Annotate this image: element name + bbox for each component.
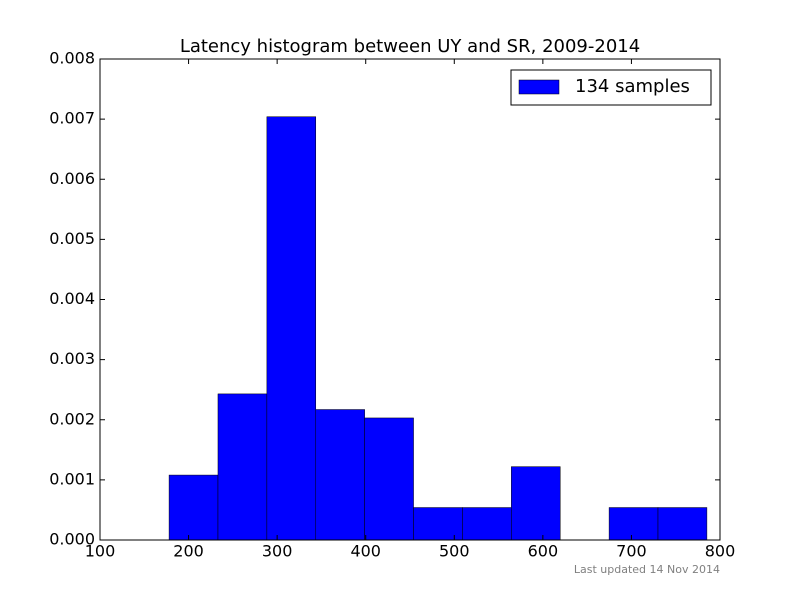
y-tick-label: 0.002 xyxy=(49,409,95,428)
x-tick-label: 200 xyxy=(173,542,204,561)
y-tick-label: 0.004 xyxy=(49,289,95,308)
bar xyxy=(168,474,219,541)
x-tick-label: 800 xyxy=(705,542,736,561)
bar xyxy=(462,507,512,541)
footnote: Last updated 14 Nov 2014 xyxy=(574,563,720,576)
x-tick-label: 400 xyxy=(350,542,381,561)
x-tick-label: 500 xyxy=(439,542,470,561)
y-tick-label: 0.005 xyxy=(49,229,95,248)
y-tick-label: 0.000 xyxy=(49,530,95,549)
x-tick-label: 600 xyxy=(528,542,559,561)
bar xyxy=(364,417,414,541)
legend-label: 134 samples xyxy=(575,76,690,97)
bar xyxy=(217,393,268,541)
x-tick-label: 700 xyxy=(616,542,647,561)
y-tick-label: 0.001 xyxy=(49,469,95,488)
y-tick-label: 0.006 xyxy=(49,169,95,188)
y-tick-label: 0.003 xyxy=(49,349,95,368)
legend-swatch xyxy=(518,79,560,95)
chart-title: Latency histogram between UY and SR, 200… xyxy=(180,36,640,57)
bar xyxy=(413,507,463,541)
bar xyxy=(608,507,659,541)
bar xyxy=(315,409,365,541)
bar xyxy=(266,116,317,541)
bar xyxy=(511,466,561,541)
x-tick-label: 300 xyxy=(262,542,293,561)
y-tick-label: 0.007 xyxy=(49,109,95,128)
bar xyxy=(657,507,708,541)
y-tick-label: 0.008 xyxy=(49,49,95,68)
x-tick-label: 100 xyxy=(85,542,116,561)
